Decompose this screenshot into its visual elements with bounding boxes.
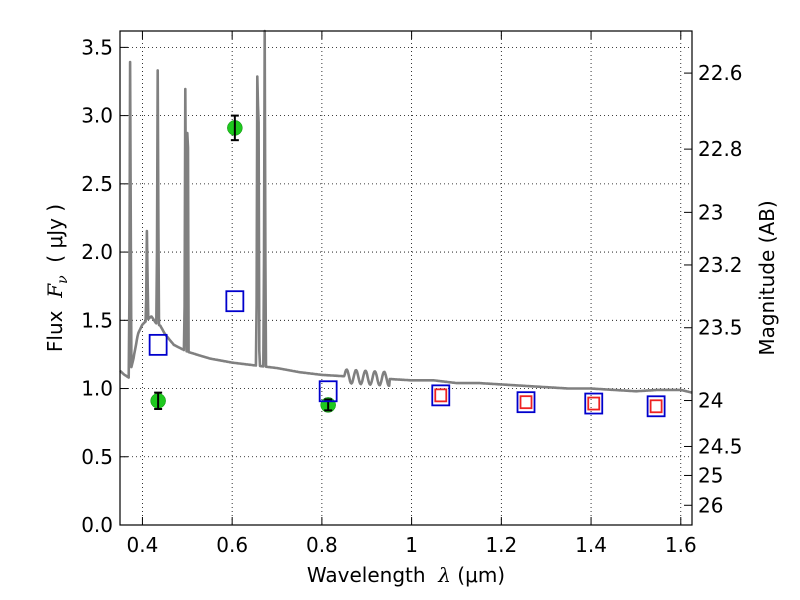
model-square-blue [431, 384, 451, 407]
y2-tick-label: 24.5 [698, 434, 743, 458]
y2-tick-label: 26 [698, 493, 723, 517]
x-tick-label: 1.4 [575, 533, 607, 557]
model-square-red [519, 395, 533, 410]
model-square-blue [318, 380, 338, 403]
plot-frame [119, 30, 693, 526]
y-tick-label: 3.0 [81, 104, 113, 128]
x-tick-label: 1.2 [485, 533, 517, 557]
y2-tick-label: 22.6 [698, 61, 743, 85]
y-tick-label: 3.5 [81, 35, 113, 59]
x-tick-label: 0.4 [127, 533, 159, 557]
model-square-red [587, 396, 601, 411]
model-sed-series [119, 29, 693, 394]
x-axis-label: Wavelength λ (μm) [307, 563, 505, 587]
model-square-blue [225, 290, 245, 313]
y2-tick-label: 23.2 [698, 253, 743, 277]
x-tick-label: 1.6 [665, 533, 697, 557]
y-tick-label: 0.0 [81, 513, 113, 537]
y2-tick-label: 23 [698, 200, 723, 224]
observed-point [150, 391, 166, 411]
observed-point [227, 114, 243, 142]
photometry-points [148, 114, 666, 418]
model-square-blue [646, 395, 666, 418]
x-tick-label: 0.6 [216, 533, 248, 557]
y2-tick-label: 24 [698, 389, 723, 413]
x-tick-label: 0.8 [306, 533, 338, 557]
model-square-blue [584, 392, 604, 415]
right-axis-label: Magnitude (AB) [755, 200, 779, 355]
y-tick-label: 2.5 [81, 172, 113, 196]
model-square-blue [516, 391, 536, 414]
observed-point [320, 397, 336, 413]
axis-ticks: 0.4 0.6 0.8 1 1.2 1.4 1.6 0.0 0.5 1.0 1.5 2.0 2.5 3.0… [81, 31, 743, 557]
model-square-red [649, 399, 663, 414]
y-tick-label: 0.5 [81, 445, 113, 469]
x-tick-label: 1 [405, 533, 418, 557]
y-tick-label: 1.5 [81, 308, 113, 332]
y2-tick-label: 23.5 [698, 316, 743, 340]
y-tick-label: 1.0 [81, 377, 113, 401]
y-axis-label: Flux Fν ( μJy ) [43, 204, 71, 352]
model-square-blue [148, 333, 168, 356]
model-sed-line [119, 29, 693, 394]
y2-tick-label: 25 [698, 463, 723, 487]
y-tick-label: 2.0 [81, 240, 113, 264]
model-square-red [434, 388, 448, 403]
y2-tick-label: 22.8 [698, 137, 743, 161]
